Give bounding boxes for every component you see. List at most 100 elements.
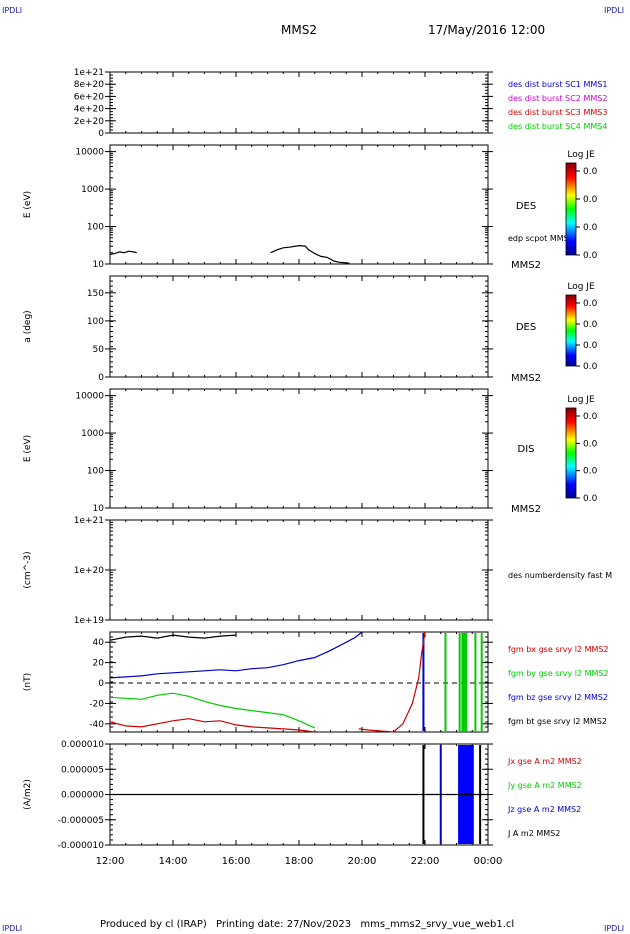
scpot-line-1 bbox=[109, 250, 137, 255]
colorbar-tick-label: 0.0 bbox=[583, 439, 598, 449]
event-spike bbox=[474, 633, 477, 731]
footer-filename: mms_mms2_srvy_vue_web1.cl bbox=[360, 919, 515, 930]
event-spike bbox=[444, 633, 447, 731]
y-axis-title: (A/m2) bbox=[23, 779, 33, 810]
y-axis-title: E (eV) bbox=[23, 435, 33, 462]
y-tick-label: 1e+19 bbox=[74, 616, 105, 626]
y-tick-label: 0.000000 bbox=[61, 791, 104, 801]
legend-entry: Jx gse A m2 MMS2 bbox=[507, 757, 582, 766]
y-axis-title: E (eV) bbox=[23, 191, 33, 218]
y-tick-label: 10000 bbox=[75, 148, 104, 158]
y-tick-label: 10 bbox=[93, 260, 105, 270]
panel-instrument-label: DES bbox=[516, 322, 536, 333]
panel-frame-dist bbox=[109, 71, 489, 134]
colorbar-label: Log JE bbox=[567, 150, 595, 160]
legend-entry: fgm bt gse srvy l2 MMS2 bbox=[508, 717, 607, 726]
y-tick-label: 10 bbox=[93, 504, 105, 514]
legend-entry: J A m2 MMS2 bbox=[507, 829, 560, 838]
datetime-title: 17/May/2016 12:00 bbox=[428, 23, 546, 37]
colorbar-label: Log JE bbox=[567, 395, 595, 405]
y-tick-label: 1000 bbox=[81, 429, 104, 439]
series-line-bz bbox=[109, 631, 363, 679]
colorbar-tick-label: 0.0 bbox=[583, 299, 598, 309]
spacecraft-side-label: MMS2 bbox=[511, 260, 541, 271]
panel-instrument-label: DIS bbox=[518, 444, 535, 455]
y-tick-label: 50 bbox=[93, 345, 105, 355]
y-tick-label: 6e+20 bbox=[74, 92, 105, 102]
x-tick-label: 16:00 bbox=[222, 856, 251, 867]
legend-entry: Jy gse A m2 MMS2 bbox=[507, 781, 582, 790]
y-tick-label: -20 bbox=[89, 699, 104, 709]
colorbar bbox=[565, 162, 577, 256]
y-tick-label: 1000 bbox=[81, 185, 104, 195]
x-tick-label: 22:00 bbox=[411, 856, 440, 867]
y-tick-label: 4e+20 bbox=[74, 105, 105, 115]
panel-frame-des_pa bbox=[109, 275, 489, 378]
event-spike bbox=[461, 633, 468, 731]
scpot-line-2 bbox=[270, 244, 350, 264]
y-tick-label: 1e+20 bbox=[74, 566, 105, 576]
y-tick-label: 8e+20 bbox=[74, 80, 105, 90]
footer: Produced by cl (IRAP) Printing date: 27/… bbox=[100, 919, 520, 930]
x-tick-label: 12:00 bbox=[96, 856, 125, 867]
y-tick-label: 0.000005 bbox=[61, 765, 104, 775]
y-tick-label: 0 bbox=[98, 373, 104, 383]
spacecraft-title: MMS2 bbox=[281, 23, 317, 37]
panel-frame-dens bbox=[109, 519, 489, 621]
y-tick-label: 20 bbox=[93, 659, 105, 669]
panel-frame-fgm bbox=[109, 631, 489, 733]
legend-entry: des numberdensity fast M bbox=[508, 571, 612, 580]
footer-producer: Produced by cl (IRAP) bbox=[100, 919, 207, 930]
colorbar-tick-label: 0.0 bbox=[583, 167, 598, 177]
legend-entry: fgm by gse srvy l2 MMS2 bbox=[508, 669, 609, 678]
y-tick-label: 1e+21 bbox=[74, 516, 104, 526]
y-tick-label: 10000 bbox=[75, 392, 104, 402]
y-axis-title: a (deg) bbox=[23, 310, 33, 342]
colorbar-tick-label: 0.0 bbox=[583, 341, 598, 351]
y-tick-label: -0.000005 bbox=[58, 816, 104, 826]
scpot-legend: edp scpot MMS2 bbox=[508, 234, 574, 243]
y-tick-label: 40 bbox=[93, 638, 105, 648]
colorbar-label: Log JE bbox=[567, 282, 595, 292]
legend-entry: des dist burst SC2 MMS2 bbox=[508, 94, 607, 103]
legend-entry: Jz gse A m2 MMS2 bbox=[507, 805, 581, 814]
series-line-by bbox=[109, 692, 316, 729]
series-line-bx bbox=[109, 718, 315, 733]
event-spike bbox=[422, 633, 425, 731]
series-line-bx_late bbox=[358, 631, 426, 733]
event-spike bbox=[480, 633, 483, 731]
y-axis-title: (cm^-3) bbox=[23, 551, 33, 588]
y-tick-label: -40 bbox=[89, 720, 104, 730]
y-tick-label: 100 bbox=[87, 467, 104, 477]
colorbar bbox=[565, 294, 577, 367]
y-tick-label: 0 bbox=[98, 129, 104, 139]
corner-label-top-left: IPDLI bbox=[2, 6, 23, 15]
colorbar-tick-label: 0.0 bbox=[583, 467, 598, 477]
series-line-bt bbox=[109, 634, 237, 641]
colorbar-tick-label: 0.0 bbox=[583, 412, 598, 422]
spacecraft-side-label: MMS2 bbox=[511, 504, 541, 515]
x-tick-label: 20:00 bbox=[348, 856, 377, 867]
colorbar-tick-label: 0.0 bbox=[583, 320, 598, 330]
colorbar-tick-label: 0.0 bbox=[583, 494, 598, 504]
y-tick-label: 0 bbox=[98, 679, 104, 689]
x-tick-label: 00:00 bbox=[474, 856, 503, 867]
y-tick-label: -0.000010 bbox=[58, 841, 104, 851]
panel-instrument-label: DES bbox=[516, 201, 536, 212]
legend-entry: des dist burst SC4 MMS4 bbox=[508, 122, 607, 131]
y-tick-label: 100 bbox=[87, 317, 104, 327]
legend-entry: fgm bz gse srvy l2 MMS2 bbox=[508, 693, 608, 702]
x-tick-label: 14:00 bbox=[159, 856, 188, 867]
colorbar-tick-label: 0.0 bbox=[583, 223, 598, 233]
y-tick-label: 0.000010 bbox=[61, 740, 104, 750]
y-axis-title: (nT) bbox=[23, 673, 33, 691]
colorbar-tick-label: 0.0 bbox=[583, 251, 598, 261]
x-tick-label: 18:00 bbox=[285, 856, 314, 867]
y-tick-label: 100 bbox=[87, 223, 104, 233]
footer-print-date: Printing date: 27/Nov/2023 bbox=[215, 919, 352, 930]
y-tick-label: 2e+20 bbox=[74, 117, 105, 127]
spacecraft-side-label: MMS2 bbox=[511, 373, 541, 384]
legend-entry: des dist burst SC1 MMS1 bbox=[508, 80, 607, 89]
corner-label-top-right: IPDLI bbox=[604, 6, 625, 15]
